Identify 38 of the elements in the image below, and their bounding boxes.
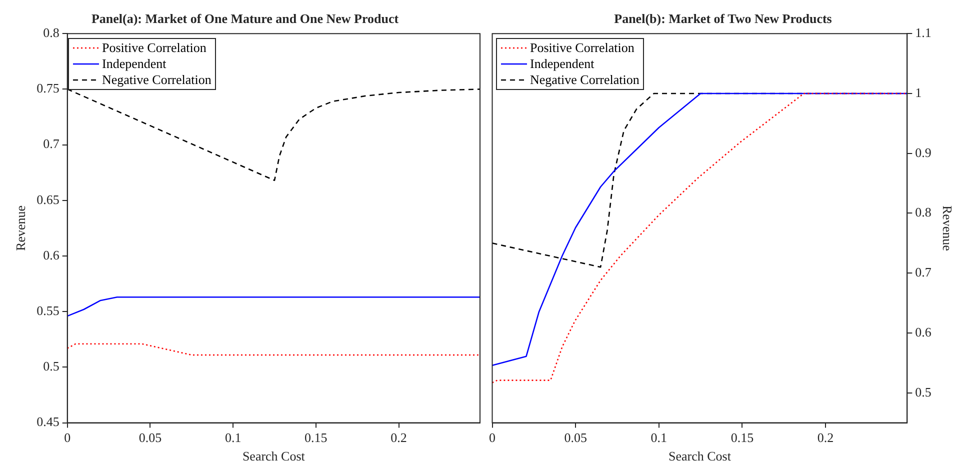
y2-tick-label: 0.7	[915, 264, 932, 280]
y2-tick-label: 0.8	[915, 204, 932, 220]
chart-title: Panel(a): Market of One Mature and One New Product	[91, 11, 400, 26]
x-tick-label: 0.15	[730, 430, 754, 446]
x-tick-label: 0.05	[138, 430, 162, 446]
legend-label: Independent	[102, 56, 166, 72]
x-axis-title: Search Cost	[668, 448, 732, 464]
x-tick-label: 0	[489, 430, 496, 446]
legend-label: Positive Correlation	[102, 40, 206, 56]
y-tick-label: 0.7	[43, 136, 60, 152]
y-tick-label: 0.75	[36, 80, 60, 96]
y-tick-label: 0.8	[43, 25, 60, 40]
y2-tick-label: 0.6	[915, 324, 932, 340]
chart-title: Panel(b): Market of Two New Products	[614, 11, 832, 26]
legend-label: Independent	[530, 56, 594, 72]
y-tick-label: 0.55	[36, 303, 60, 318]
y-axis-title: Revenue	[13, 205, 28, 251]
x-tick-label: 0.2	[817, 430, 834, 446]
line-series	[67, 88, 480, 182]
x-tick-label: 0.1	[224, 430, 242, 446]
y-tick-label: 0.65	[36, 192, 60, 207]
x-tick-label: 0.15	[304, 430, 328, 446]
x-tick-label: 0.1	[650, 430, 667, 446]
y2-tick-label: 0.5	[915, 384, 932, 400]
legend-label: Negative Correlation	[530, 72, 640, 88]
legend-label: Negative Correlation	[102, 72, 212, 88]
y2-tick-label: 0.9	[915, 144, 932, 160]
y-tick-label: 0.5	[43, 358, 60, 374]
x-tick-label: 0.2	[390, 430, 407, 446]
legend-label: Positive Correlation	[530, 40, 634, 56]
x-axis-title: Search Cost	[242, 448, 306, 464]
y2-tick-label: 1.1	[915, 25, 932, 40]
x-tick-label: 0.05	[564, 430, 587, 446]
y-tick-label: 0.45	[36, 414, 60, 430]
y-tick-label: 0.6	[43, 247, 60, 262]
y2-tick-label: 1	[915, 84, 922, 100]
y2-axis-title: Revenue	[940, 205, 955, 252]
x-tick-label: 0	[64, 430, 71, 446]
